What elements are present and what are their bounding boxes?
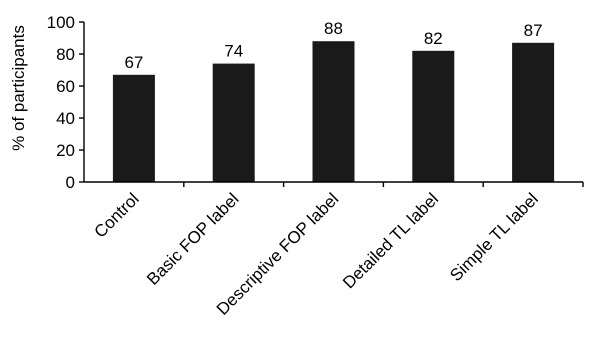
y-tick-label: 60	[56, 77, 75, 96]
bar	[312, 41, 355, 183]
bar	[212, 63, 255, 182]
bar-value-label: 74	[224, 42, 243, 61]
y-axis-title: % of participants	[9, 25, 28, 151]
category-label: Simple TL label	[446, 189, 542, 285]
bar	[412, 50, 455, 182]
bar	[112, 74, 155, 182]
bar-value-label: 88	[324, 19, 343, 38]
y-tick-label: 80	[56, 45, 75, 64]
category-label: Detailed TL label	[339, 189, 442, 292]
bar-value-label: 67	[124, 53, 143, 72]
bars	[112, 41, 555, 183]
y-tick-label: 40	[56, 109, 75, 128]
category-label: Control	[91, 189, 143, 241]
y-axis-ticks: 0 20 40 60 80 100	[47, 13, 84, 192]
bar	[512, 42, 555, 182]
x-axis-ticks	[183, 182, 584, 187]
y-tick-label: 20	[56, 141, 75, 160]
category-label: Basic FOP label	[143, 189, 242, 288]
bar-value-label: 82	[424, 29, 443, 48]
bar-value-label: 87	[524, 21, 543, 40]
value-labels: 67 74 88 82 87	[124, 19, 542, 72]
y-tick-label: 0	[66, 173, 75, 192]
y-tick-label: 100	[47, 13, 75, 32]
